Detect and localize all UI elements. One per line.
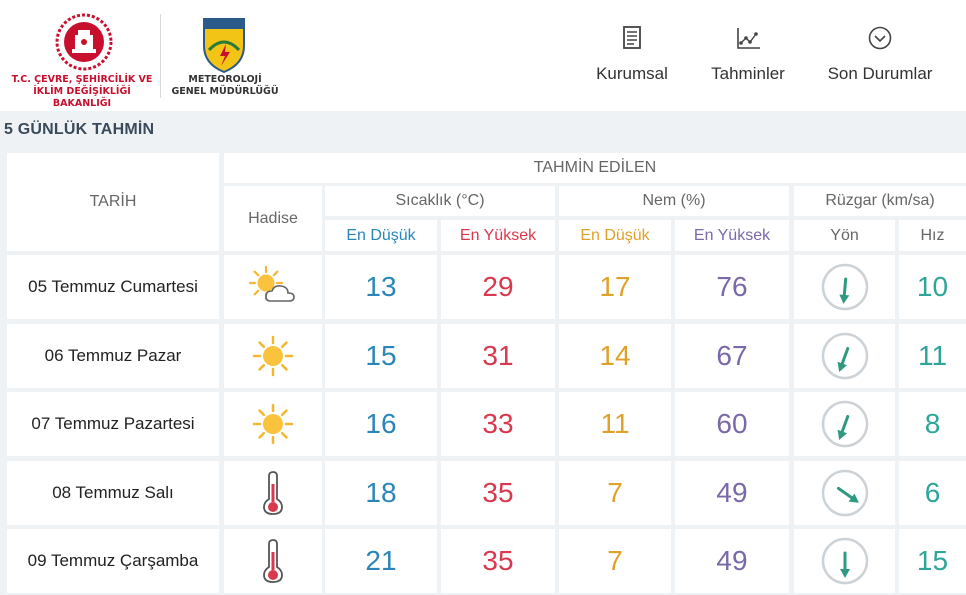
- wind-speed-value: 6: [899, 460, 966, 525]
- wind-dir-header: Yön: [794, 220, 895, 251]
- weather-event-cell: [224, 255, 322, 319]
- forecast-group-header: TAHMİN EDİLEN: [224, 153, 966, 183]
- temp-low-value: 15: [325, 323, 437, 388]
- section-title: 5 GÜNLÜK TAHMİN: [4, 121, 155, 138]
- mgm-name-line1: METEOROLOJİ: [188, 74, 262, 85]
- event-column-header: Hadise: [224, 186, 322, 251]
- wind-direction-cell: [794, 392, 895, 456]
- hum-high-value: 60: [675, 392, 789, 456]
- ministry-logo[interactable]: T.C. ÇEVRE, ŞEHİRCİLİK VE İKLİM DEĞİŞİKL…: [8, 10, 156, 109]
- date-cell: 05 Temmuz Cumartesi: [7, 255, 219, 319]
- wind-direction-cell: [794, 529, 895, 593]
- wind-speed-value: 8: [899, 392, 966, 456]
- wind-direction-icon: [821, 400, 868, 448]
- nav-tahminler-label: Tahminler: [711, 64, 785, 83]
- nav-kurumsal-label: Kurumsal: [596, 64, 668, 83]
- temp-low-header: En Düşük: [325, 220, 437, 251]
- hum-low-header: En Düşük: [559, 220, 671, 251]
- wind-direction-cell: [794, 255, 895, 319]
- chart-icon: [737, 28, 760, 49]
- wind-speed-value: 15: [899, 529, 966, 593]
- mgm-shield-icon: [203, 18, 245, 74]
- hum-low-value: 7: [559, 460, 671, 525]
- ministry-name-line2: İKLİM DEĞİŞİKLİĞİ BAKANLIĞI: [33, 86, 131, 109]
- temp-low-value: 13: [325, 255, 437, 319]
- hum-high-value: 76: [675, 255, 789, 319]
- document-icon: [623, 26, 641, 49]
- nav-son-durumlar-label: Son Durumlar: [827, 64, 933, 83]
- hum-low-value: 17: [559, 255, 671, 319]
- mgm-logo[interactable]: METEOROLOJİ GENEL MÜDÜRLÜĞÜ: [170, 10, 280, 102]
- temp-low-value: 18: [325, 460, 437, 525]
- temp-high-value: 29: [441, 255, 555, 319]
- date-cell: 07 Temmuz Pazartesi: [7, 392, 219, 456]
- mgm-name-line2: GENEL MÜDÜRLÜĞÜ: [171, 86, 279, 97]
- temp-high-value: 31: [441, 323, 555, 388]
- wind-direction-icon: [821, 332, 868, 379]
- sun-icon: [252, 335, 294, 376]
- wind-speed-header: Hız: [899, 220, 966, 251]
- date-column-header: TARİH: [7, 153, 219, 251]
- date-cell: 06 Temmuz Pazar: [7, 323, 219, 388]
- ministry-emblem-icon: [55, 13, 113, 71]
- humidity-group-header: Nem (%): [559, 186, 789, 216]
- hum-high-header: En Yüksek: [675, 220, 789, 251]
- hum-high-value: 49: [675, 529, 789, 593]
- logo-divider: [160, 14, 161, 98]
- weather-event-cell: [224, 392, 322, 456]
- sun-icon: [252, 403, 294, 445]
- ministry-name-line1: T.C. ÇEVRE, ŞEHİRCİLİK VE: [11, 74, 153, 85]
- wind-speed-value: 11: [899, 323, 966, 388]
- weather-event-cell: [224, 323, 322, 388]
- temp-high-header: En Yüksek: [441, 220, 555, 251]
- wind-group-header: Rüzgar (km/sa): [794, 186, 966, 216]
- hum-low-value: 14: [559, 323, 671, 388]
- temperature-group-header: Sıcaklık (°C): [325, 186, 555, 216]
- weather-event-cell: [224, 529, 322, 593]
- hum-low-value: 7: [559, 529, 671, 593]
- thermometer-icon: [263, 539, 283, 583]
- nav-kurumsal[interactable]: Kurumsal: [586, 24, 678, 94]
- hum-high-value: 67: [675, 323, 789, 388]
- temp-high-value: 35: [441, 460, 555, 525]
- hum-low-value: 11: [559, 392, 671, 456]
- site-header: T.C. ÇEVRE, ŞEHİRCİLİK VE İKLİM DEĞİŞİKL…: [0, 0, 966, 111]
- wind-direction-icon: [821, 469, 868, 516]
- nav-tahminler[interactable]: Tahminler: [700, 24, 796, 94]
- temp-low-value: 16: [325, 392, 437, 456]
- date-cell: 08 Temmuz Salı: [7, 460, 219, 525]
- temp-high-value: 33: [441, 392, 555, 456]
- chevron-circle-icon: [868, 26, 892, 50]
- wind-direction-icon: [821, 537, 868, 585]
- wind-direction-icon: [821, 263, 868, 311]
- wind-direction-cell: [794, 323, 895, 388]
- weather-event-cell: [224, 460, 322, 525]
- partly-cloudy-icon: [248, 265, 295, 302]
- temp-high-value: 35: [441, 529, 555, 593]
- wind-direction-cell: [794, 460, 895, 525]
- hum-high-value: 49: [675, 460, 789, 525]
- date-cell: 09 Temmuz Çarşamba: [7, 529, 219, 593]
- nav-son-durumlar[interactable]: Son Durumlar: [815, 24, 945, 94]
- temp-low-value: 21: [325, 529, 437, 593]
- thermometer-icon: [263, 470, 283, 515]
- wind-speed-value: 10: [899, 255, 966, 319]
